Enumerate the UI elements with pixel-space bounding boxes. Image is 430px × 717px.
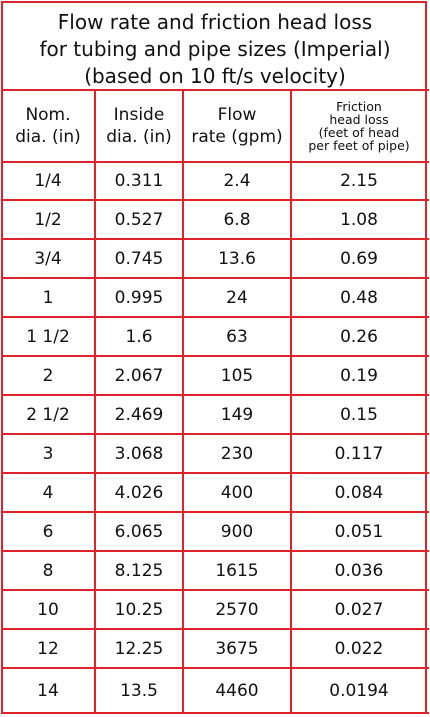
table-cell-flow: 4460 [215, 680, 259, 701]
header-friction-line: Friction [336, 99, 382, 114]
table-cell-flow: 2570 [215, 599, 259, 620]
table-cell-inside: 6.065 [114, 521, 164, 542]
table-cell-inside: 0.745 [114, 248, 164, 269]
header-friction: Friction head loss (feet of head per feet o… [291, 90, 427, 162]
table-cell-friction: 0.036 [334, 560, 384, 581]
table-cell-nom: 1 [42, 287, 54, 308]
table-cell-friction: 0.117 [334, 443, 384, 464]
header-friction-line: (feet of head [318, 125, 400, 140]
table-cell-inside: 0.311 [114, 171, 164, 191]
table-cell-inside: 3.068 [114, 443, 164, 464]
table-cell-nom: 12 [37, 638, 59, 659]
table-cell-friction: 0.19 [340, 365, 378, 386]
table-cell-inside: 13.5 [120, 680, 158, 701]
row-divider [1, 238, 429, 240]
row-divider [1, 433, 429, 435]
table-cell-nom: 3/4 [34, 248, 62, 269]
table-cell-friction: 1.08 [340, 209, 378, 230]
table-cell-nom: 4 [42, 482, 54, 503]
table-cell-nom: 3 [42, 443, 54, 464]
table-cell-flow: 63 [226, 326, 248, 347]
table-cell-friction: 0.26 [340, 326, 378, 347]
table-cell-friction: 0.027 [334, 599, 384, 620]
row-divider [1, 511, 429, 513]
table-cell-flow: 149 [220, 404, 254, 425]
header-flow: Flow rate (gpm) [183, 90, 291, 162]
row-divider [1, 712, 429, 714]
header-friction-text: Friction head loss (feet of head per feet o… [308, 100, 409, 152]
table-cell-nom: 8 [42, 560, 54, 581]
header-flow-line: rate (gpm) [191, 127, 283, 147]
table-cell-inside: 8.125 [114, 560, 164, 581]
table-cell-inside: 12.25 [114, 638, 164, 659]
row-divider [1, 550, 429, 552]
header-inside: Inside dia. (in) [95, 90, 183, 162]
table-cell-flow: 1615 [215, 560, 259, 581]
row-divider [1, 89, 429, 91]
table-cell-friction: 2.15 [340, 171, 378, 191]
row-divider [1, 161, 429, 163]
row-divider [1, 316, 429, 318]
table-cell-flow: 900 [220, 521, 254, 542]
table-cell-friction: 0.15 [340, 404, 378, 425]
header-friction-line: per feet of pipe) [308, 138, 410, 153]
header-inside-text: Inside dia. (in) [106, 104, 172, 148]
table-cell-inside: 0.995 [114, 287, 164, 308]
table-cell-flow: 13.6 [218, 248, 256, 269]
table-cell-flow: 6.8 [223, 209, 251, 230]
table-cell-friction: 0.69 [340, 248, 378, 269]
row-divider [1, 628, 429, 630]
table-cell-nom: 2 1/2 [26, 404, 70, 425]
header-inside-line: dia. (in) [106, 127, 172, 147]
table-cell-flow: 2.4 [223, 171, 251, 191]
table-cell-flow: 230 [220, 443, 254, 464]
table-cell-nom: 6 [42, 521, 54, 542]
column-divider [182, 90, 184, 713]
table-cell-inside: 1.6 [125, 326, 153, 347]
table-cell-nom: 10 [37, 599, 59, 620]
row-divider [1, 472, 429, 474]
table-cell-flow: 3675 [215, 638, 259, 659]
row-divider [1, 355, 429, 357]
header-nom-line: dia. (in) [15, 127, 81, 147]
table-cell-inside: 0.527 [114, 209, 164, 230]
header-nom-text: Nom. dia. (in) [15, 104, 81, 148]
table-cell-nom: 2 [42, 365, 54, 386]
table-cell-nom: 1 1/2 [26, 326, 70, 347]
title-line-2: for tubing and pipe sizes (Imperial) [39, 37, 391, 61]
table-cell-friction: 0.48 [340, 287, 378, 308]
table-cell-nom: 14 [37, 680, 59, 701]
row-divider [1, 394, 429, 396]
column-divider [94, 90, 96, 713]
header-nom-line: Nom. [25, 105, 71, 125]
table-cell-inside: 10.25 [114, 599, 164, 620]
row-divider [1, 667, 429, 669]
row-divider [1, 277, 429, 279]
header-nom: Nom. dia. (in) [1, 90, 95, 162]
table-cell-flow: 105 [220, 365, 254, 386]
table-cell-inside: 2.469 [114, 404, 164, 425]
header-friction-line: head loss [329, 112, 389, 127]
title-line-3: (based on 10 ft/s velocity) [84, 64, 346, 88]
header-flow-text: Flow rate (gpm) [191, 104, 282, 148]
title-line-1: Flow rate and friction head loss [57, 10, 373, 34]
table-cell-nom: 1/2 [34, 209, 62, 230]
table-cell-friction: 0.022 [334, 638, 384, 659]
table-title: Flow rate and friction head loss for tub… [3, 3, 427, 91]
table-cell-friction: 0.051 [334, 521, 384, 542]
table-cell-friction: 0.084 [334, 482, 384, 503]
table-cell-flow: 24 [226, 287, 248, 308]
row-divider [1, 199, 429, 201]
row-divider [1, 589, 429, 591]
header-inside-line: Inside [113, 105, 165, 125]
table-cell-nom: 1/4 [34, 171, 62, 191]
column-divider [290, 90, 292, 713]
table-cell-inside: 4.026 [114, 482, 164, 503]
table-cell-inside: 2.067 [114, 365, 164, 386]
table-cell-flow: 400 [220, 482, 254, 503]
header-flow-line: Flow [217, 105, 257, 125]
table-cell-friction: 0.0194 [329, 680, 389, 701]
